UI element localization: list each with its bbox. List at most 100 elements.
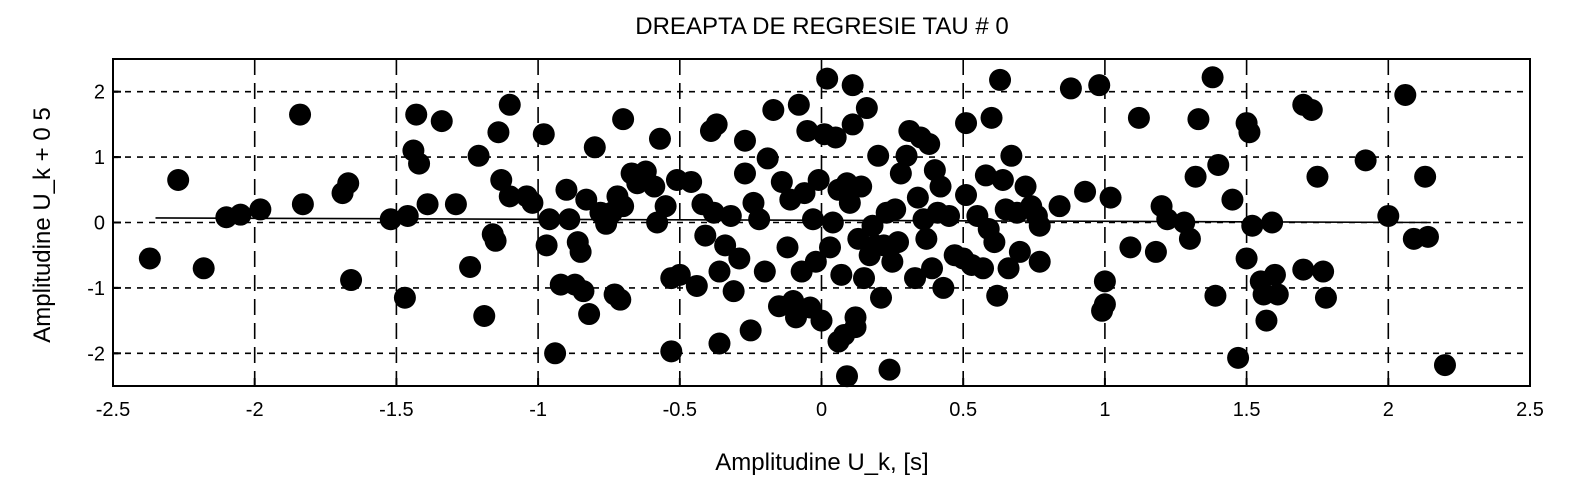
data-point [870, 286, 893, 309]
data-point [1238, 121, 1261, 144]
grid-lines [113, 59, 1530, 386]
data-point [801, 208, 824, 231]
data-point [748, 208, 771, 231]
x-tick-label: -1.5 [379, 399, 413, 421]
data-point [484, 229, 507, 252]
data-point [1000, 144, 1023, 167]
data-point [955, 184, 978, 207]
x-tick-label: -2.5 [96, 399, 130, 421]
data-point [558, 208, 581, 231]
data-point [991, 168, 1014, 191]
data-point [498, 93, 521, 116]
x-axis-tick-labels: -2.5 -2 -1.5 -1 -0.5 0 0.5 1 1.5 2 2.5 [96, 399, 1544, 421]
regression-line [155, 217, 1431, 224]
data-point [972, 257, 995, 280]
data-point [138, 247, 161, 270]
data-point [1014, 175, 1037, 198]
chart-title: DREAPTA DE REGRESIE TAU # 0 [635, 13, 1008, 40]
data-point [932, 276, 955, 299]
data-point [167, 168, 190, 191]
data-point [1099, 186, 1122, 209]
data-point [1312, 260, 1335, 283]
data-point [861, 214, 884, 237]
y-tick-label: -1 [87, 278, 105, 300]
data-point [980, 106, 1003, 129]
data-point [405, 103, 428, 126]
data-point [1261, 211, 1284, 234]
data-point [841, 74, 864, 97]
data-point [844, 306, 867, 329]
data-point [408, 152, 431, 175]
data-point [841, 113, 864, 136]
data-point [881, 250, 904, 273]
data-point [521, 191, 544, 214]
x-axis-label: Amplitudine U_k, [s] [715, 449, 928, 476]
data-point [714, 234, 737, 257]
data-point [906, 186, 929, 209]
data-point [444, 193, 467, 216]
data-point [728, 247, 751, 270]
data-point [490, 168, 513, 191]
x-tick-label: 1 [1099, 399, 1110, 421]
data-point [1127, 106, 1150, 129]
x-tick-label: 1.5 [1233, 399, 1261, 421]
data-point [668, 263, 691, 286]
data-point [685, 274, 708, 297]
data-point [648, 127, 671, 150]
data-point [702, 201, 725, 224]
data-point [889, 162, 912, 185]
data-point [782, 289, 805, 312]
data-point [762, 99, 785, 122]
data-point [853, 267, 876, 290]
data-point [1184, 165, 1207, 188]
y-tick-label: 0 [94, 213, 105, 235]
data-point [660, 340, 683, 363]
data-point [1156, 208, 1179, 231]
data-point [770, 170, 793, 193]
data-point [895, 144, 918, 167]
y-tick-label: 1 [94, 147, 105, 169]
data-point [694, 224, 717, 247]
data-point [1292, 258, 1315, 281]
data-point [379, 208, 402, 231]
data-point [555, 178, 578, 201]
data-point [1028, 214, 1051, 237]
data-point [921, 257, 944, 280]
x-tick-label: 0 [816, 399, 827, 421]
data-point [847, 227, 870, 250]
data-point [1300, 99, 1323, 122]
data-point [393, 286, 416, 309]
data-point [974, 164, 997, 187]
data-point [1178, 227, 1201, 250]
data-point [986, 284, 1009, 307]
data-point [1008, 240, 1031, 263]
y-tick-label: -2 [87, 343, 105, 365]
x-tick-label: -1 [529, 399, 547, 421]
data-point [646, 211, 669, 234]
data-point [654, 195, 677, 218]
data-point [1241, 214, 1264, 237]
data-point [1048, 195, 1071, 218]
data-point [498, 185, 521, 208]
data-point [1414, 165, 1437, 188]
data-point [915, 227, 938, 250]
data-point [609, 288, 632, 311]
data-point [855, 97, 878, 120]
data-point [824, 126, 847, 149]
data-point [643, 175, 666, 198]
data-point [337, 172, 360, 195]
data-point [836, 365, 859, 388]
data-point [473, 305, 496, 328]
data-point [753, 260, 776, 283]
data-point [878, 358, 901, 381]
data-point [1314, 286, 1337, 309]
data-point [756, 147, 779, 170]
data-point [1093, 293, 1116, 316]
data-point [733, 129, 756, 152]
data-point [1187, 108, 1210, 131]
data-point [291, 193, 314, 216]
data-point [1221, 188, 1244, 211]
data-point [997, 257, 1020, 280]
data-point [884, 198, 907, 221]
data-point [1416, 225, 1439, 248]
